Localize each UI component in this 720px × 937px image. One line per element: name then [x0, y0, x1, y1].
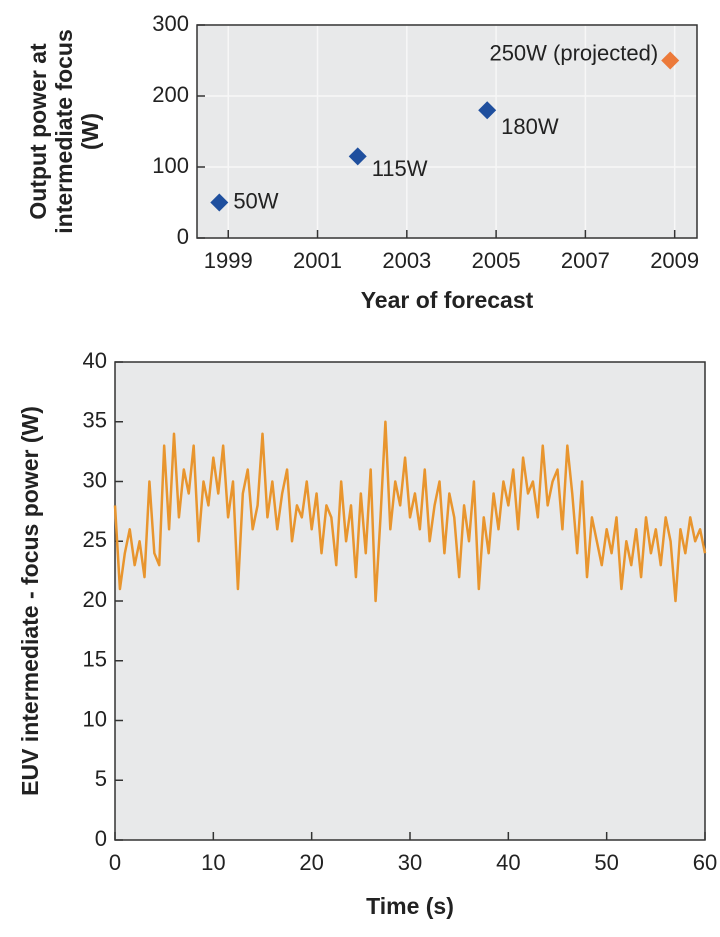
data-point	[348, 147, 367, 166]
data-point	[661, 51, 680, 70]
y-axis-title: EUV intermediate - focus power (W)	[17, 406, 43, 796]
x-axis-title: Year of forecast	[361, 287, 534, 313]
x-tick-label: 60	[693, 850, 717, 875]
plot-area	[115, 362, 705, 840]
x-tick-label: 50	[594, 850, 618, 875]
y-tick-label: 200	[152, 82, 189, 107]
x-tick-label: 2003	[382, 248, 431, 273]
y-tick-label: 25	[83, 527, 107, 552]
data-line	[113, 420, 707, 603]
x-tick-label: 0	[109, 850, 121, 875]
x-tick-label: 30	[398, 850, 422, 875]
y-tick-label: 40	[83, 348, 107, 373]
x-tick-label: 2007	[561, 248, 610, 273]
x-tick-label: 2005	[472, 248, 521, 273]
x-tick-label: 1999	[204, 248, 253, 273]
plot-frame	[196, 24, 698, 239]
y-tick-label: 0	[95, 826, 107, 851]
x-tick-label: 40	[496, 850, 520, 875]
x-tick-label: 10	[201, 850, 225, 875]
y-tick-label: 100	[152, 153, 189, 178]
y-axis-title: (W)	[77, 113, 103, 150]
data-label: 250W (projected)	[489, 40, 658, 65]
x-axis-title: Time (s)	[366, 893, 454, 919]
y-tick-label: 5	[95, 766, 107, 791]
y-tick-label: 300	[152, 11, 189, 36]
plot-area	[197, 25, 697, 238]
y-tick-label: 20	[83, 587, 107, 612]
data-point	[210, 193, 229, 212]
y-tick-label: 15	[83, 647, 107, 672]
y-axis-title: Output power at	[25, 43, 51, 220]
data-label: 50W	[233, 188, 278, 213]
x-tick-label: 2009	[650, 248, 699, 273]
x-tick-label: 20	[299, 850, 323, 875]
data-label: 115W	[372, 156, 428, 181]
data-point	[478, 101, 497, 120]
y-axis-title: intermediate focus	[51, 29, 77, 234]
x-tick-label: 2001	[293, 248, 342, 273]
y-tick-label: 30	[83, 467, 107, 492]
plot-frame	[114, 361, 706, 841]
data-label: 180W	[501, 114, 559, 139]
y-tick-label: 35	[83, 408, 107, 433]
y-tick-label: 0	[177, 224, 189, 249]
y-tick-label: 10	[83, 706, 107, 731]
